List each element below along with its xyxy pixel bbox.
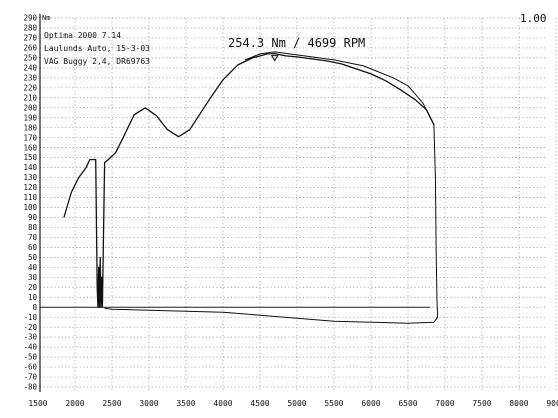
annotation-shop: Laulunds Auto, 15-3-03 (44, 44, 150, 53)
series-layer (63, 51, 439, 324)
x-tick-label: 4500 (250, 399, 269, 408)
scale-label: 1.00 (520, 12, 547, 25)
x-tick-label: 3000 (139, 399, 158, 408)
y-tick-label: 240 (23, 63, 37, 72)
y-tick-label: 80 (28, 223, 38, 232)
x-tick-label: 2500 (102, 399, 121, 408)
y-tick-label: 120 (23, 183, 37, 192)
y-tick-label: 290 (23, 14, 37, 23)
y-tick-label: 60 (28, 243, 38, 252)
y-tick-label: -40 (23, 343, 37, 352)
x-tick-label: 2000 (65, 399, 84, 408)
y-tick-label: -60 (23, 363, 37, 372)
peak-marker (270, 55, 279, 62)
y-tick-label: 260 (23, 44, 37, 53)
series-line-2 (104, 51, 439, 324)
grid (40, 17, 557, 392)
y-tick-label: -70 (23, 373, 37, 382)
y-tick-label: 130 (23, 173, 37, 182)
x-tick-label: 6000 (361, 399, 380, 408)
y-tick-labels: 2902802702602502402302202102001901801701… (23, 14, 37, 392)
x-tick-label: 5500 (324, 399, 343, 408)
y-unit-label: Nm (42, 14, 50, 22)
y-tick-label: -80 (23, 383, 37, 392)
y-tick-label: 10 (28, 293, 38, 302)
peak-label: 254.3 Nm / 4699 RPM (228, 36, 365, 50)
y-tick-label: 200 (23, 103, 37, 112)
y-tick-label: 50 (28, 253, 38, 262)
y-tick-label: 30 (28, 273, 38, 282)
x-tick-label: 5000 (287, 399, 306, 408)
y-tick-label: -30 (23, 333, 37, 342)
annotation-software: Optima 2000 7.14 (44, 31, 121, 40)
x-tick-label: 7000 (435, 399, 454, 408)
x-tick-label: 1500 (28, 399, 47, 408)
y-tick-label: 40 (28, 263, 38, 272)
x-tick-label: 9000 (546, 399, 558, 408)
y-tick-label: 280 (23, 24, 37, 33)
annotation-vehicle: VAG Buggy 2,4, DR69763 (44, 57, 150, 66)
y-tick-label: 140 (23, 163, 37, 172)
y-tick-label: 100 (23, 203, 37, 212)
x-tick-label: 4000 (213, 399, 232, 408)
x-tick-labels: 1500 2000 2500 3000 3500 4000 4500 5000 5500 6000… (28, 399, 558, 408)
y-tick-label: 20 (28, 283, 38, 292)
y-tick-label: 270 (23, 34, 37, 43)
y-tick-label: 250 (23, 53, 37, 62)
y-tick-label: -50 (23, 353, 37, 362)
y-tick-label: -20 (23, 323, 37, 332)
y-tick-label: 230 (23, 73, 37, 82)
y-tick-label: 190 (23, 113, 37, 122)
y-tick-label: -10 (23, 313, 37, 322)
y-tick-label: 180 (23, 123, 37, 132)
x-tick-label: 3500 (176, 399, 195, 408)
y-tick-label: 220 (23, 83, 37, 92)
series-line-1 (63, 52, 435, 308)
x-tick-label: 6500 (398, 399, 417, 408)
y-tick-label: 90 (28, 213, 38, 222)
y-tick-label: 210 (23, 93, 37, 102)
y-tick-label: 70 (28, 233, 38, 242)
y-tick-label: 0 (32, 303, 37, 312)
y-tick-label: 170 (23, 133, 37, 142)
y-tick-label: 110 (23, 193, 37, 202)
y-tick-label: 150 (23, 153, 37, 162)
x-tick-label: 8000 (509, 399, 528, 408)
y-tick-label: 160 (23, 143, 37, 152)
x-tick-label: 7500 (472, 399, 491, 408)
